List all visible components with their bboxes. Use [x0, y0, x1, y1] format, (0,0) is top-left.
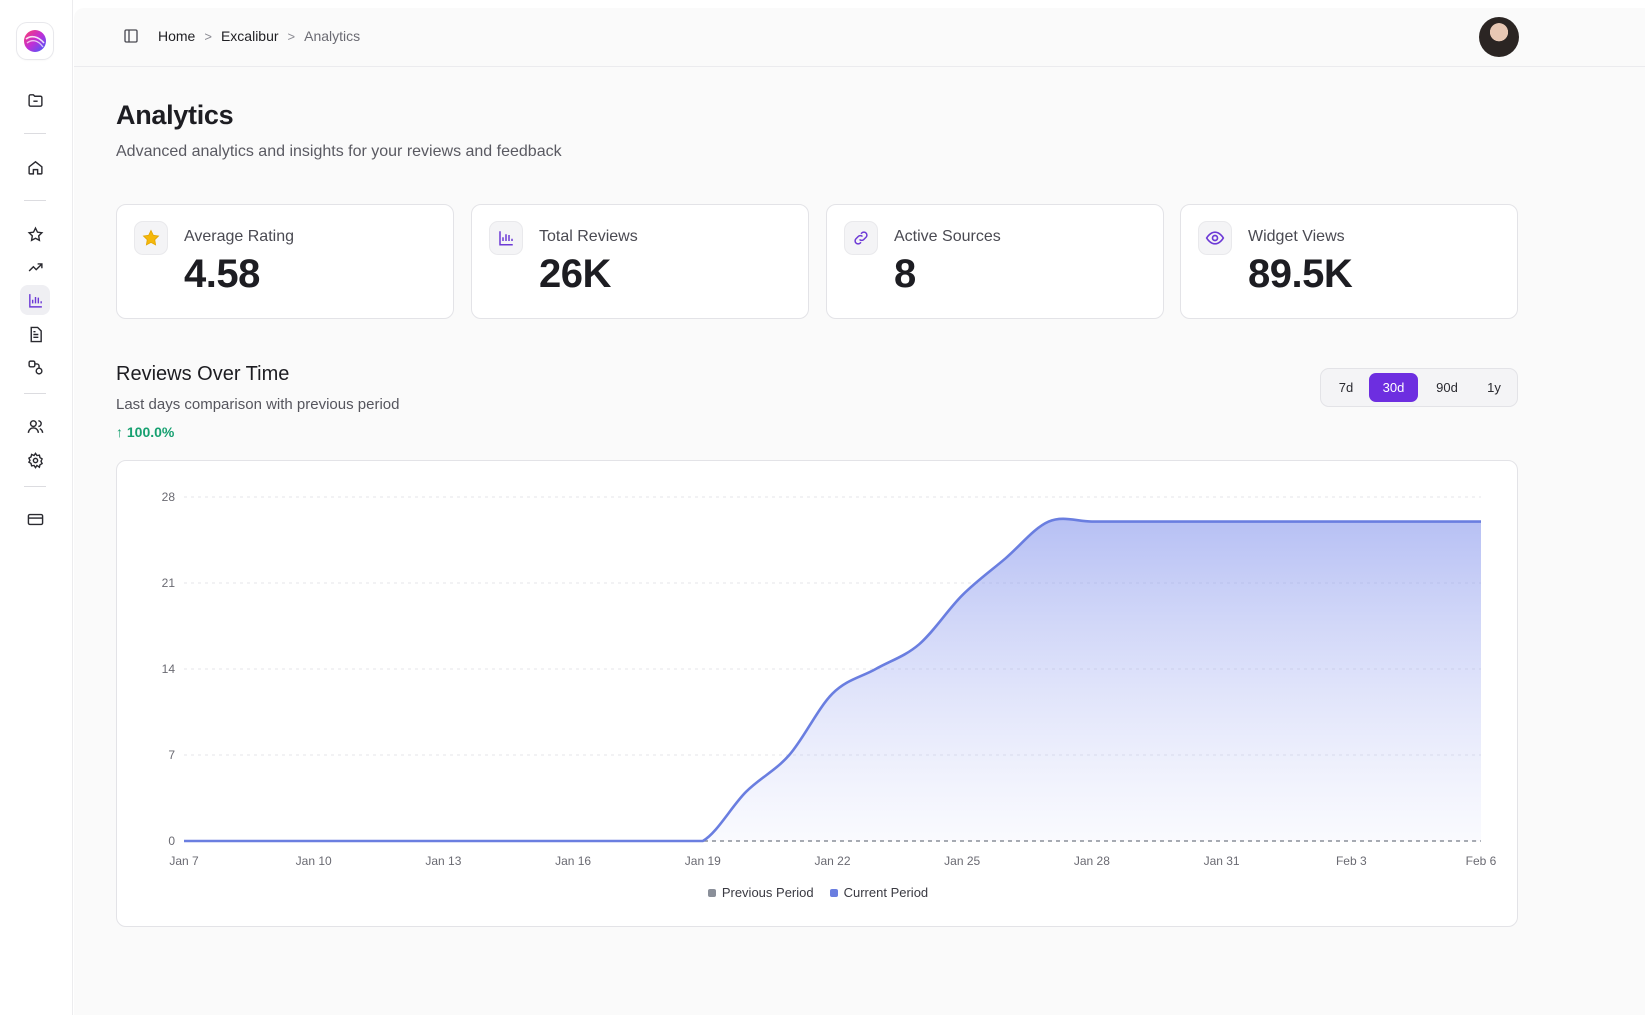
gear-icon	[27, 451, 43, 469]
stat-label: Active Sources	[894, 228, 1001, 245]
rail-divider	[24, 393, 46, 394]
nav-billing-button[interactable]	[20, 504, 50, 534]
rail-divider	[24, 486, 46, 487]
x-tick-label: Jan 22	[814, 854, 850, 868]
link-icon	[854, 231, 868, 245]
legend-label: Previous Period	[721, 885, 814, 900]
x-tick-label: Feb 6	[1466, 854, 1497, 868]
bar-chart-icon	[28, 293, 42, 308]
y-tick-label: 0	[168, 834, 175, 848]
credit-card-icon	[27, 513, 43, 525]
stat-value: 89.5K	[1248, 252, 1353, 296]
stat-label: Total Reviews	[539, 228, 638, 245]
legend-swatch	[829, 888, 838, 897]
legend-swatch	[707, 888, 716, 897]
sidebar-toggle-icon[interactable]	[123, 28, 139, 44]
stat-label: Widget Views	[1248, 228, 1345, 245]
document-icon	[30, 326, 42, 342]
x-tick-label: Jan 19	[685, 854, 721, 868]
rail-divider	[24, 133, 46, 134]
y-tick-label: 28	[162, 490, 176, 504]
nav-reviews-button[interactable]	[20, 219, 50, 249]
stat-icon-box	[134, 221, 168, 255]
sidebar-rail	[0, 0, 73, 1015]
x-tick-label: Jan 31	[1204, 854, 1240, 868]
trending-up-icon	[28, 262, 43, 272]
app-logo[interactable]	[17, 23, 53, 59]
stat-card-widget-views: Widget Views 89.5K	[1180, 204, 1518, 319]
section-title: Reviews Over Time	[116, 363, 290, 385]
section-subtitle: Last days comparison with previous perio…	[116, 396, 400, 413]
users-icon	[27, 419, 43, 433]
x-tick-label: Jan 10	[296, 854, 332, 868]
home-icon	[27, 160, 43, 175]
logo-mark-icon	[24, 30, 46, 52]
nav-team-button[interactable]	[20, 411, 50, 441]
breadcrumb: Home > Excalibur > Analytics	[158, 28, 360, 44]
breadcrumb-current: Analytics	[304, 28, 361, 44]
shapes-icon	[27, 359, 43, 375]
stat-card-average-rating: Average Rating 4.58	[116, 204, 454, 319]
top-bar: Home > Excalibur > Analytics	[74, 8, 1645, 67]
nav-home-button[interactable]	[20, 152, 50, 182]
y-tick-label: 14	[162, 662, 176, 676]
y-tick-label: 21	[162, 576, 176, 590]
current-period-area	[184, 518, 1481, 841]
x-tick-label: Jan 28	[1074, 854, 1110, 868]
x-tick-label: Feb 3	[1336, 854, 1367, 868]
stat-icon-box	[844, 221, 878, 255]
x-tick-label: Jan 16	[555, 854, 591, 868]
range-option-7d[interactable]: 7d	[1338, 380, 1354, 395]
breadcrumb-home[interactable]: Home	[158, 28, 196, 44]
breadcrumb-project[interactable]: Excalibur	[220, 28, 279, 44]
page-title: Analytics	[116, 100, 234, 130]
star-icon	[27, 226, 43, 242]
nav-analytics-button[interactable]	[20, 285, 50, 315]
range-option-90d[interactable]: 90d	[1436, 380, 1458, 395]
range-option-30d[interactable]: 30d	[1369, 373, 1418, 402]
range-option-1y[interactable]: 1y	[1487, 380, 1501, 395]
chevron-right-icon: >	[204, 28, 212, 44]
reviews-over-time-chart: 0 7 14 21 28 Jan 7 Jan 10 Jan 13 Jan 16 Jan 19 Jan…	[162, 490, 1497, 868]
stat-label: Average Rating	[184, 228, 294, 245]
legend-label: Current Period	[843, 885, 929, 900]
stat-card-active-sources: Active Sources 8	[826, 204, 1164, 319]
nav-documents-button[interactable]	[20, 319, 50, 349]
folder-icon	[27, 93, 43, 107]
nav-integrations-button[interactable]	[20, 352, 50, 382]
nav-folder-button[interactable]	[20, 85, 50, 115]
stat-value: 8	[894, 252, 916, 296]
x-tick-label: Jan 7	[169, 854, 199, 868]
stat-icon-box	[1198, 221, 1232, 255]
nav-settings-button[interactable]	[20, 445, 50, 475]
user-avatar[interactable]	[1479, 17, 1519, 57]
chevron-right-icon: >	[287, 28, 296, 44]
change-indicator: ↑ 100.0%	[116, 424, 175, 440]
stat-icon-box	[489, 221, 523, 255]
page-subtitle: Advanced analytics and insights for your…	[116, 143, 562, 160]
y-tick-label: 7	[168, 748, 175, 762]
legend-item-current[interactable]: Current Period	[829, 885, 929, 900]
stat-value: 26K	[539, 252, 611, 296]
stat-card-total-reviews: Total Reviews 26K	[471, 204, 809, 319]
star-icon	[142, 229, 160, 246]
bar-chart-icon	[499, 231, 513, 246]
stat-value: 4.58	[184, 252, 260, 296]
range-selector: 7d 30d 90d 1y	[1320, 368, 1518, 407]
eye-icon	[1205, 231, 1225, 245]
reviews-chart-card: 0 7 14 21 28 Jan 7 Jan 10 Jan 13 Jan 16 Jan 19 Jan…	[116, 460, 1518, 927]
x-tick-label: Jan 25	[944, 854, 980, 868]
current-period-line	[183, 517, 1481, 843]
nav-trends-button[interactable]	[20, 252, 50, 282]
rail-divider	[24, 200, 46, 201]
chart-legend: Previous Period Current Period	[117, 885, 1519, 900]
x-tick-label: Jan 13	[425, 854, 461, 868]
main-content: Home > Excalibur > Analytics Analytics A…	[74, 8, 1645, 1015]
legend-item-previous[interactable]: Previous Period	[707, 885, 814, 900]
